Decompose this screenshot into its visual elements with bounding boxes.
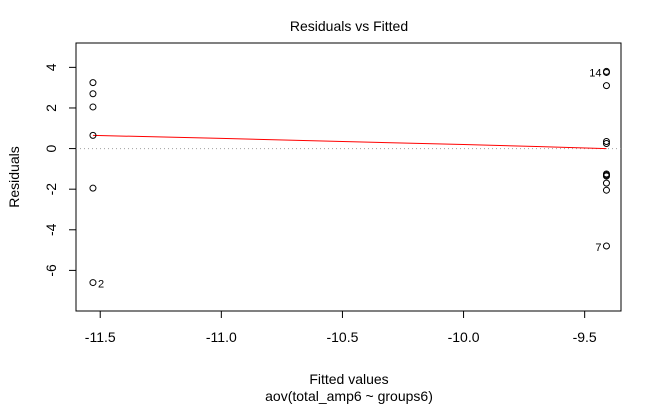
data-point	[602, 140, 610, 147]
plot-frame	[75, 42, 622, 312]
data-point	[602, 242, 610, 250]
point-labels: 14 7 2	[98, 67, 602, 290]
data-point	[89, 103, 97, 111]
data-point	[602, 179, 610, 187]
x-tick-label: -11.0	[206, 329, 237, 345]
data-point	[602, 137, 610, 145]
smooth-line	[92, 134, 607, 150]
data-point	[602, 82, 610, 90]
data-point	[602, 172, 610, 180]
y-tick-label: -4	[43, 223, 59, 236]
x-tick-label: -9.5	[573, 329, 597, 345]
data-point	[602, 186, 610, 194]
y-tick-label: 0	[43, 144, 59, 152]
y-tick-label: 2	[43, 104, 59, 112]
chart-title: Residuals vs Fitted	[290, 18, 408, 34]
x-tick-label: -11.5	[85, 329, 116, 345]
data-point	[89, 90, 97, 98]
x-tick-label: -10.5	[326, 329, 358, 345]
y-tick-label: 4	[43, 63, 59, 71]
x-tick-label: -10.0	[448, 329, 480, 345]
y-axis-label: Residuals	[6, 146, 22, 207]
y-axis: -6 -4 -2 0 2 4	[43, 63, 77, 277]
data-point	[89, 131, 97, 139]
y-tick-label: -6	[43, 264, 59, 277]
chart-subtitle: aov(total_amp6 ~ groups6)	[265, 388, 433, 404]
data-points	[89, 67, 610, 287]
point-label: 14	[589, 67, 601, 79]
data-point	[602, 68, 610, 76]
data-point	[89, 79, 97, 87]
data-point	[89, 184, 97, 192]
point-label: 2	[98, 279, 104, 291]
point-label: 7	[595, 242, 601, 254]
data-point	[89, 279, 97, 287]
x-axis-label: Fitted values	[309, 371, 388, 387]
y-tick-label: -2	[43, 183, 59, 196]
x-axis: -11.5 -11.0 -10.5 -10.0 -9.5	[85, 310, 597, 345]
